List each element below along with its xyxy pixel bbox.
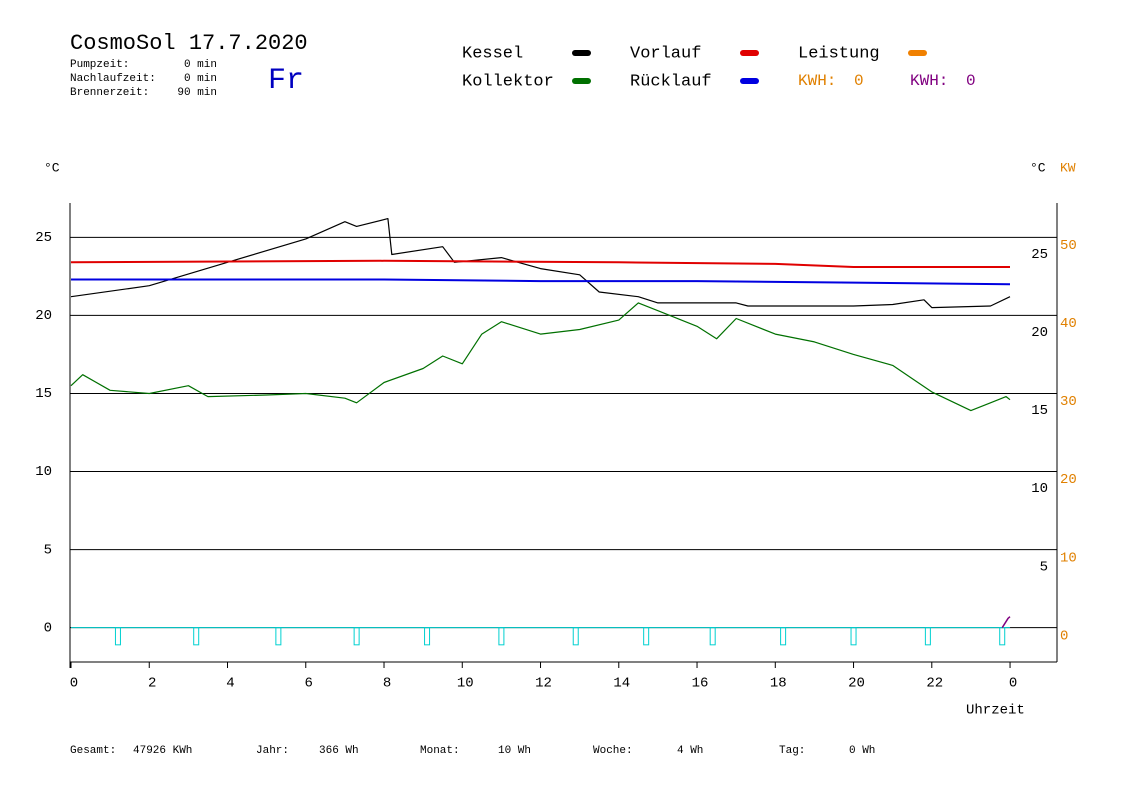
x-tick-label: 20	[848, 676, 865, 692]
y-right-axis-label: °C	[1030, 160, 1046, 175]
pulse	[353, 627, 360, 646]
y-tick-label: 25	[35, 230, 52, 246]
pulse	[114, 627, 121, 646]
pulse	[643, 627, 650, 646]
series-line	[70, 302, 1011, 412]
kwh-label: KWH:	[910, 72, 948, 90]
y-tick-label: 20	[35, 308, 52, 324]
pulse	[850, 627, 857, 646]
series-line	[71, 278, 1011, 286]
footer-value: 10 Wh	[498, 745, 531, 757]
pulse	[780, 627, 787, 646]
series-line	[70, 218, 1011, 309]
y2-tick-label: 20	[1060, 472, 1077, 488]
info-value: 90 min	[177, 87, 217, 99]
footer-label: Jahr:	[256, 745, 289, 757]
y2-tick-label: 40	[1060, 316, 1077, 332]
pulse	[498, 627, 505, 646]
y2-tick-label: 50	[1060, 238, 1077, 254]
y-tick-label: 5	[44, 542, 52, 558]
x-axis-label: Uhrzeit	[966, 703, 1025, 719]
x-tick-label: 6	[305, 676, 313, 692]
y-right-tick-label: 5	[1040, 559, 1048, 575]
x-tick-label: 14	[613, 676, 630, 692]
x-tick-label: 0	[70, 676, 78, 692]
y-axis-label: °C	[44, 160, 60, 175]
pulse	[193, 627, 200, 646]
legend-label: Kollektor	[462, 72, 554, 91]
kwh-line	[1001, 616, 1011, 629]
x-tick-label: 0	[1009, 676, 1017, 692]
footer-value: 4 Wh	[677, 745, 703, 757]
pulse	[572, 627, 579, 646]
pulse	[275, 627, 282, 646]
kwh-label: KWH:	[798, 72, 836, 90]
info-label: Brennerzeit:	[70, 87, 149, 99]
legend-label: Rücklauf	[630, 72, 712, 91]
x-tick-label: 22	[926, 676, 943, 692]
x-tick-label: 4	[226, 676, 234, 692]
y-right-tick-label: 15	[1031, 403, 1048, 419]
kwh-value: 0	[854, 72, 864, 90]
legend-label: Vorlauf	[630, 44, 701, 63]
x-tick-label: 8	[383, 676, 391, 692]
y-right-tick-label: 20	[1031, 325, 1048, 341]
x-tick-label: 12	[535, 676, 552, 692]
y2-tick-label: 10	[1060, 550, 1077, 566]
x-tick-label: 18	[770, 676, 787, 692]
legend-label: Kessel	[462, 44, 523, 63]
y-tick-label: 0	[44, 620, 52, 636]
legend-label: Leistung	[798, 44, 880, 63]
y2-tick-label: 30	[1060, 394, 1077, 410]
footer-label: Gesamt:	[70, 745, 116, 757]
footer-label: Monat:	[420, 745, 460, 757]
info-label: Pumpzeit:	[70, 59, 129, 71]
y2-axis-label: KW	[1060, 160, 1076, 175]
info-label: Nachlaufzeit:	[70, 73, 156, 85]
pulse	[999, 627, 1006, 646]
chart-title: CosmoSol 17.7.2020	[70, 31, 308, 56]
pulse	[424, 627, 431, 646]
info-value: 0 min	[184, 73, 217, 85]
footer-value: 0 Wh	[849, 745, 875, 757]
footer-label: Tag:	[779, 745, 805, 757]
y-tick-label: 10	[35, 464, 52, 480]
footer-label: Woche:	[593, 745, 633, 757]
x-tick-label: 16	[692, 676, 709, 692]
pulse	[924, 627, 931, 646]
footer-value: 47926 KWh	[133, 745, 192, 757]
pulse	[709, 627, 716, 646]
info-value: 0 min	[184, 59, 217, 71]
day-label: Fr	[268, 64, 304, 98]
x-tick-label: 2	[148, 676, 156, 692]
y-tick-label: 15	[35, 386, 52, 402]
x-tick-label: 10	[457, 676, 474, 692]
y-right-tick-label: 10	[1031, 481, 1048, 497]
y2-tick-label: 0	[1060, 628, 1068, 644]
footer-value: 366 Wh	[319, 745, 359, 757]
series-line	[70, 259, 1010, 268]
kwh-value: 0	[966, 72, 976, 90]
y-right-tick-label: 25	[1031, 247, 1048, 263]
